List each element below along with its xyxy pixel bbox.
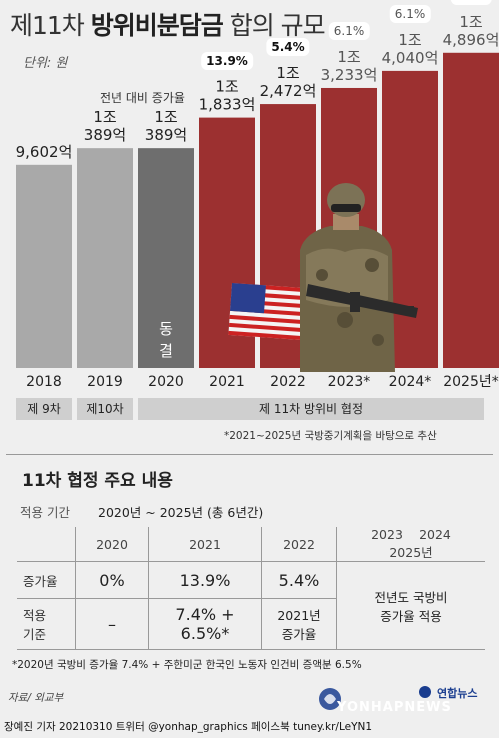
rate-cell: 13.9% (148, 561, 262, 599)
value-label: 4,896억 (443, 31, 499, 49)
category-label: 2025년* (443, 374, 499, 390)
table-row: 증가율 0% 13.9% 5.4% 전년도 국방비 증가율 적용 (17, 561, 485, 650)
value-label: 1조 (215, 78, 239, 96)
basis-cell: 7.4% + 6.5%* (148, 598, 262, 650)
round-10: 제10차 (77, 398, 133, 420)
growth-rate-label: 전년 대비 증가율 (100, 91, 185, 105)
round-11: 제 11차 방위비 협정 (138, 398, 484, 420)
rate-cell: 5.4% (261, 561, 337, 599)
period-value: 2020년 ~ 2025년 (총 6년간) (98, 505, 264, 520)
later-years-header: 2023 2024 2025년 (336, 527, 485, 562)
bar-2020 (138, 148, 194, 368)
row-label: 적용 기준 (17, 598, 76, 650)
value-label: 3,233억 (321, 66, 378, 84)
basis-line: 2021년 (277, 608, 321, 623)
source: 자료/ 외교부 (8, 692, 64, 704)
us-flag-icon (228, 283, 312, 341)
value-label: 1,833억 (199, 96, 256, 114)
basis-line: 증가율 (281, 627, 317, 642)
bars-group: 9,602억20181조389억20191조389억20201조1,833억20… (16, 13, 499, 390)
round-9: 제 9차 (16, 398, 72, 420)
value-label: 389억 (145, 126, 187, 144)
value-label: 1조 (337, 48, 361, 66)
freeze-label: 동 (159, 320, 173, 338)
table-header-row: 2020 2021 2022 2023 2024 2025년 (17, 527, 485, 562)
growth-badge: 6.1% (450, 0, 492, 5)
title-bold: 방위비분담금 (90, 11, 224, 40)
chart-footnote: *2021~2025년 국방중기계획을 바탕으로 추산 (224, 430, 437, 442)
yonhap-watermark-logo (319, 686, 431, 710)
category-label: 2021 (209, 374, 245, 390)
page-title: 제11차 방위비분담금 합의 규모 (10, 6, 326, 42)
row-label-line: 기준 (23, 627, 47, 642)
year-cell: 2023 (371, 527, 403, 542)
credit-line: 장예진 기자 20210310 트위터 @yonhap_graphics 페이스… (4, 721, 373, 733)
freeze-label: 결 (159, 342, 173, 360)
later-years-line: 전년도 국방비 (374, 589, 448, 605)
divider (6, 454, 493, 455)
rate-cell: 0% (75, 561, 149, 599)
table-row: 적용 기준 – 7.4% + 6.5%* 2021년 증가율 (17, 598, 485, 650)
category-label: 2024* (389, 374, 432, 390)
bar-2019 (77, 148, 133, 368)
agreement-table: 2020 2021 2022 2023 2024 2025년 증가율 0% 13… (17, 527, 485, 650)
year-cell: 2021 (148, 527, 262, 562)
category-label: 2023* (328, 374, 371, 390)
basis-cell: – (75, 598, 149, 650)
section-title: 11차 협정 주요 내용 (22, 471, 173, 491)
soldier-icon (300, 183, 418, 372)
value-label: 1조 (276, 64, 300, 82)
value-label: 9,602억 (16, 143, 73, 161)
value-label: 1조 (93, 108, 117, 126)
growth-badge: 13.9% (201, 51, 253, 70)
unit-label: 단위: 원 (23, 56, 68, 71)
value-label: 389억 (84, 126, 126, 144)
category-label: 2022 (270, 374, 306, 390)
year-cell: 2024 (419, 527, 451, 542)
year-cell: 2022 (261, 527, 337, 562)
category-label: 2019 (87, 374, 123, 390)
row-label-line: 적용 (23, 608, 47, 623)
category-label: 2018 (26, 374, 62, 390)
year-cell: 2020 (75, 527, 149, 562)
growth-badge: 6.1% (389, 4, 431, 23)
row-label: 증가율 (17, 561, 76, 599)
watermark-kr: 연합뉴스 (437, 687, 478, 700)
basis-cell: 2021년 증가율 (261, 598, 337, 650)
title-plain: 제11차 (10, 11, 85, 40)
title-tail: 합의 규모 (229, 11, 326, 40)
value-label: 1조 (459, 13, 483, 31)
growth-badge: 5.4% (266, 38, 310, 57)
footnote: *2020년 국방비 증가율 7.4% + 주한미군 한국인 노동자 인건비 증… (12, 659, 362, 671)
bar-chart: 9,602억20181조389억20191조389억20201조1,833억20… (16, 13, 499, 390)
bar-2025년* (443, 52, 499, 368)
watermark-en: YONHAPNEWS (337, 700, 452, 715)
value-label: 1조 (398, 31, 422, 49)
soldier-illustration (228, 183, 418, 372)
year-cell: 2025년 (389, 545, 433, 560)
value-label: 1조 (154, 108, 178, 126)
category-label: 2020 (148, 374, 184, 390)
later-years-cell: 전년도 국방비 증가율 적용 (336, 561, 485, 650)
period-label: 적용 기간 (20, 505, 70, 520)
growth-badge: 6.1% (328, 21, 370, 40)
value-label: 4,040억 (382, 49, 439, 67)
value-label: 2,472억 (260, 82, 317, 100)
bar-2018 (16, 164, 72, 368)
later-years-line: 증가율 적용 (380, 608, 442, 624)
